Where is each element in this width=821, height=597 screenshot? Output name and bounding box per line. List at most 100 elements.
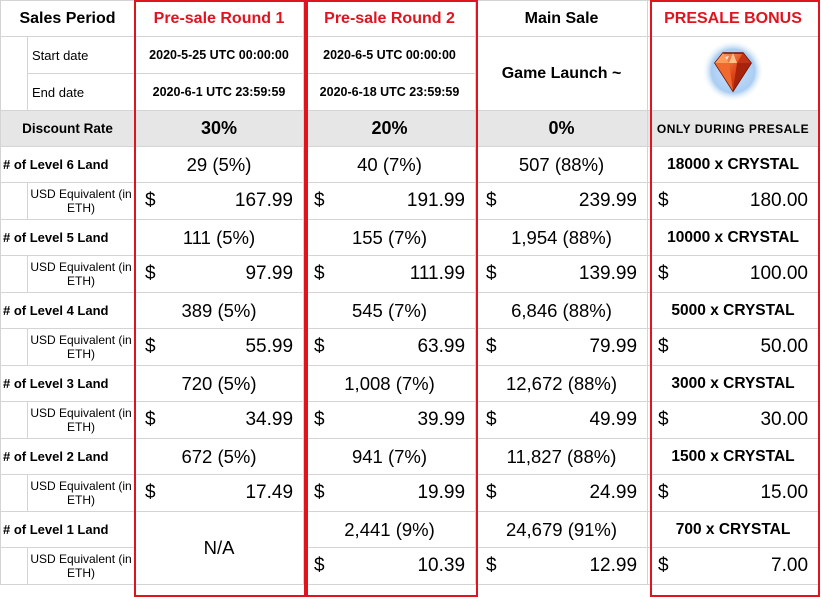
presale-round1-header: Pre-sale Round 1 [134,0,305,37]
round2-qty: 941 (7%) [303,438,477,475]
round2-price: $39.99 [303,401,477,439]
main-price: $139.99 [475,255,649,293]
presale-bonus-header: PRESALE BONUS [647,0,820,37]
spacer-cell [0,474,28,512]
start-date-label: Start date [26,36,136,74]
price-amount: 49.99 [589,409,638,430]
main-price: $49.99 [475,401,649,439]
bonus-gem-cell [647,36,820,111]
price-amount: 79.99 [589,336,638,357]
usd-row: USD Equivalent (in ETH) $17.49 $19.99 $24.9… [0,474,820,512]
price-amount: 180.00 [749,190,809,211]
level-label: # of Level 4 Land [0,292,136,329]
start-date-row: Start date 2020-5-25 UTC 00:00:00 2020-6… [0,36,820,111]
spacer-cell [0,547,28,585]
round1-price: $55.99 [134,328,305,366]
bonus-amount: 10000 x CRYSTAL [647,219,820,256]
usd-equivalent-label: USD Equivalent (in ETH) [26,328,136,366]
usd-equivalent-label: USD Equivalent (in ETH) [26,474,136,512]
usd-row: USD Equivalent (in ETH) $167.99 $191.99 $23… [0,182,820,220]
main-price: $12.99 [475,547,649,585]
main-qty: 507 (88%) [475,146,649,183]
round2-price: $10.39 [303,547,477,585]
spacer-cell [0,255,28,293]
round2-price: $111.99 [303,255,477,293]
round2-qty: 40 (7%) [303,146,477,183]
bonus-amount: 5000 x CRYSTAL [647,292,820,329]
bonus-amount: 1500 x CRYSTAL [647,438,820,475]
currency-symbol: $ [486,555,497,576]
level-label: # of Level 1 Land [0,511,136,548]
price-amount: 12.99 [589,555,638,576]
price-amount: 39.99 [417,409,466,430]
price-amount: 19.99 [417,482,466,503]
price-amount: 24.99 [589,482,638,503]
main-sale-header: Main Sale [475,0,649,37]
currency-symbol: $ [658,482,669,503]
currency-symbol: $ [314,190,325,211]
price-amount: 97.99 [245,263,294,284]
bonus-note: ONLY DURING PRESALE [647,110,820,147]
round1-price: $97.99 [134,255,305,293]
round2-price: $19.99 [303,474,477,512]
price-amount: 111.99 [409,263,466,284]
round1-qty: 111 (5%) [134,219,305,256]
bonus-price: $15.00 [647,474,820,512]
usd-row: USD Equivalent (in ETH) $10.39 $12.99 $7.00 [0,547,820,585]
round2-qty: 545 (7%) [303,292,477,329]
round2-discount: 20% [303,110,477,147]
round1-price: $167.99 [134,182,305,220]
level-row: # of Level 3 Land 720 (5%) 1,008 (7%) 12,67… [0,365,820,402]
currency-symbol: $ [658,555,669,576]
round2-qty: 2,441 (9%) [303,511,477,548]
round1-end-date: 2020-6-1 UTC 23:59:59 [134,73,305,111]
level-label: # of Level 5 Land [0,219,136,256]
spacer-cell [0,328,28,366]
level-row: # of Level 6 Land 29 (5%) 40 (7%) 507 (88%)… [0,146,820,183]
currency-symbol: $ [145,336,156,357]
level-row: # of Level 1 Land N/A 2,441 (9%) 24,679 (91… [0,511,820,585]
round2-price: $63.99 [303,328,477,366]
header-row: Sales Period Pre-sale Round 1 Pre-sale R… [0,0,820,37]
round2-qty: 1,008 (7%) [303,365,477,402]
main-qty: 24,679 (91%) [475,511,649,548]
currency-symbol: $ [658,190,669,211]
round1-qty: 389 (5%) [134,292,305,329]
currency-symbol: $ [486,263,497,284]
price-amount: 17.49 [245,482,294,503]
round1-price: $17.49 [134,474,305,512]
round1-qty: 720 (5%) [134,365,305,402]
round1-start-date: 2020-5-25 UTC 00:00:00 [134,36,305,74]
price-amount: 239.99 [578,190,638,211]
bonus-price: $50.00 [647,328,820,366]
price-amount: 191.99 [406,190,466,211]
price-amount: 15.00 [760,482,809,503]
usd-equivalent-label: USD Equivalent (in ETH) [26,547,136,585]
main-sale-date: Game Launch ~ [475,36,649,111]
currency-symbol: $ [486,336,497,357]
currency-symbol: $ [145,190,156,211]
sales-table: Sales Period Pre-sale Round 1 Pre-sale R… [0,0,820,585]
spacer-cell [0,182,28,220]
currency-symbol: $ [658,263,669,284]
currency-symbol: $ [145,263,156,284]
bonus-amount: 3000 x CRYSTAL [647,365,820,402]
spacer-cell [0,401,28,439]
level-row: # of Level 5 Land 111 (5%) 155 (7%) 1,954 (… [0,219,820,256]
presale-round2-header: Pre-sale Round 2 [303,0,477,37]
price-amount: 55.99 [245,336,294,357]
main-qty: 11,827 (88%) [475,438,649,475]
currency-symbol: $ [658,409,669,430]
currency-symbol: $ [314,263,325,284]
currency-symbol: $ [314,336,325,357]
main-qty: 6,846 (88%) [475,292,649,329]
discount-row: Discount Rate 30% 20% 0% ONLY DURING PRE… [0,110,820,147]
round1-discount: 30% [134,110,305,147]
round1-qty: 29 (5%) [134,146,305,183]
currency-symbol: $ [314,409,325,430]
currency-symbol: $ [314,482,325,503]
usd-row: USD Equivalent (in ETH) $97.99 $111.99 $139… [0,255,820,293]
round1-qty: 672 (5%) [134,438,305,475]
usd-equivalent-label: USD Equivalent (in ETH) [26,401,136,439]
main-qty: 1,954 (88%) [475,219,649,256]
